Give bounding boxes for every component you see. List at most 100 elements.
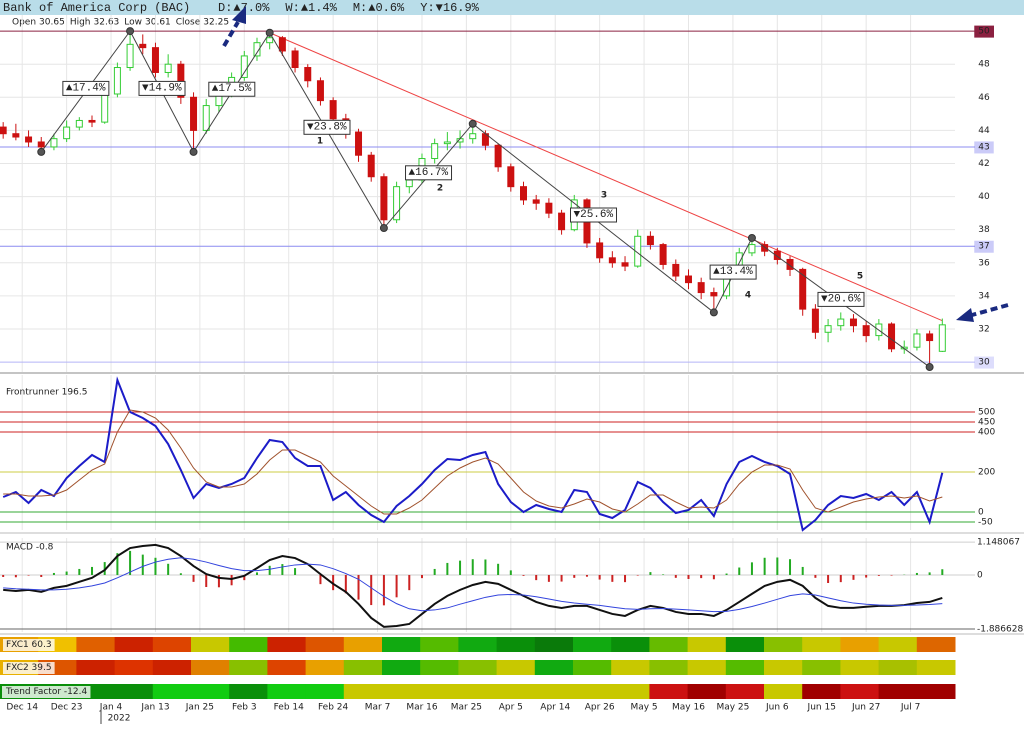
swing-label-box bbox=[62, 80, 110, 96]
heat-cell bbox=[420, 637, 459, 652]
pivot-point bbox=[925, 363, 934, 372]
y-tick-label: -1.886628 bbox=[977, 625, 1023, 635]
swing-label: ▲16.7% bbox=[409, 167, 449, 179]
histogram-bar bbox=[471, 559, 474, 575]
histogram-bar bbox=[801, 566, 804, 575]
x-tick-label: Dec 23 bbox=[51, 703, 83, 713]
histogram-bar bbox=[915, 572, 918, 575]
histogram-bar bbox=[624, 574, 627, 583]
heat-cell bbox=[305, 684, 345, 699]
x-tick-label: Feb 24 bbox=[318, 703, 349, 713]
candle-body bbox=[837, 318, 845, 327]
heat-cell bbox=[649, 684, 689, 699]
histogram-bar bbox=[522, 574, 525, 576]
heat-cell bbox=[382, 637, 421, 652]
y-tick-label: 32 bbox=[978, 324, 989, 334]
heat-cell bbox=[152, 660, 192, 675]
swing-label-box bbox=[138, 80, 186, 96]
histogram-bar bbox=[205, 574, 208, 588]
candle-body bbox=[672, 263, 680, 277]
heat-cell bbox=[458, 660, 498, 675]
histogram-bar bbox=[65, 571, 68, 575]
heat-cell bbox=[878, 637, 918, 652]
x-tick-label: Dec 14 bbox=[6, 703, 38, 713]
heat-cell bbox=[573, 684, 612, 699]
candle-body bbox=[431, 143, 439, 160]
pivot-point bbox=[265, 28, 274, 37]
candle-body bbox=[253, 42, 261, 57]
histogram-bar bbox=[928, 572, 931, 575]
histogram-bar bbox=[585, 574, 588, 577]
heat-cell bbox=[496, 637, 536, 652]
candle-body bbox=[608, 257, 616, 264]
swing-label-box bbox=[303, 119, 351, 135]
histogram-bar bbox=[382, 574, 385, 606]
strip-label: FXC1 60.3 bbox=[6, 640, 52, 650]
heat-cell bbox=[191, 660, 230, 675]
candle-body bbox=[405, 179, 413, 188]
heat-cell bbox=[229, 637, 268, 652]
y-tick-label: 34 bbox=[978, 291, 990, 301]
annotation-arrow bbox=[222, 6, 246, 48]
swing-label: ▲13.4% bbox=[713, 266, 753, 278]
candle-body bbox=[849, 318, 857, 327]
x-tick-label: May 16 bbox=[672, 703, 705, 713]
change-value: ▲7.0% bbox=[233, 1, 270, 15]
level-label: 0 bbox=[978, 508, 984, 518]
level-label: 50 bbox=[978, 27, 990, 37]
x-tick-label: Mar 16 bbox=[406, 703, 438, 713]
candle-body bbox=[63, 126, 71, 140]
candle-body bbox=[190, 96, 198, 131]
heat-cell bbox=[534, 637, 574, 652]
x-tick-label: Jan 4 bbox=[99, 703, 123, 713]
histogram-bar bbox=[408, 574, 411, 591]
histogram-bar bbox=[738, 567, 741, 575]
heat-cell bbox=[229, 684, 268, 699]
y-tick-label: 48 bbox=[978, 60, 990, 70]
x-tick-label: Feb 14 bbox=[274, 703, 305, 713]
heat-cell bbox=[114, 660, 154, 675]
candle-body bbox=[278, 37, 286, 52]
header-title: Bank of America Corp (BAC) bbox=[3, 1, 190, 15]
candle-body bbox=[393, 186, 401, 221]
histogram-bar bbox=[2, 574, 5, 577]
x-tick-label: Apr 5 bbox=[499, 703, 523, 713]
trendline bbox=[269, 32, 943, 322]
heat-cell bbox=[305, 637, 345, 652]
level-label-box bbox=[974, 356, 994, 369]
histogram-bar bbox=[750, 562, 753, 575]
annotation-arrow bbox=[956, 303, 1009, 322]
candle-body bbox=[37, 141, 45, 148]
heat-cell bbox=[649, 660, 689, 675]
change-value: ▼16.9% bbox=[436, 1, 480, 15]
histogram-bar bbox=[497, 563, 500, 575]
heat-cell bbox=[687, 660, 727, 675]
heat-cell bbox=[573, 637, 612, 652]
heat-cell bbox=[649, 637, 689, 652]
histogram-bar bbox=[27, 574, 30, 576]
x-tick-label: Feb 3 bbox=[232, 703, 257, 713]
level-label: 200 bbox=[978, 468, 995, 478]
histogram-bar bbox=[700, 574, 703, 579]
macd-line bbox=[3, 557, 943, 613]
strip-label: FXC2 39.5 bbox=[6, 663, 52, 673]
histogram-bar bbox=[179, 573, 182, 575]
candle-body bbox=[494, 144, 502, 168]
heat-cell bbox=[534, 684, 574, 699]
pivot-point bbox=[126, 27, 135, 36]
histogram-bar bbox=[535, 574, 538, 581]
y-tick-label: 38 bbox=[978, 225, 990, 235]
candle-body bbox=[367, 154, 375, 178]
candle-body bbox=[177, 63, 185, 98]
heat-cell bbox=[802, 660, 841, 675]
swing-label-box bbox=[709, 264, 757, 280]
heat-cell bbox=[802, 637, 841, 652]
heat-cell bbox=[76, 660, 116, 675]
level-label-box bbox=[974, 141, 994, 154]
heat-cell bbox=[573, 660, 612, 675]
histogram-bar bbox=[839, 574, 842, 583]
histogram-bar bbox=[116, 553, 119, 575]
candle-body bbox=[786, 258, 794, 270]
x-tick-label: Mar 7 bbox=[365, 703, 391, 713]
